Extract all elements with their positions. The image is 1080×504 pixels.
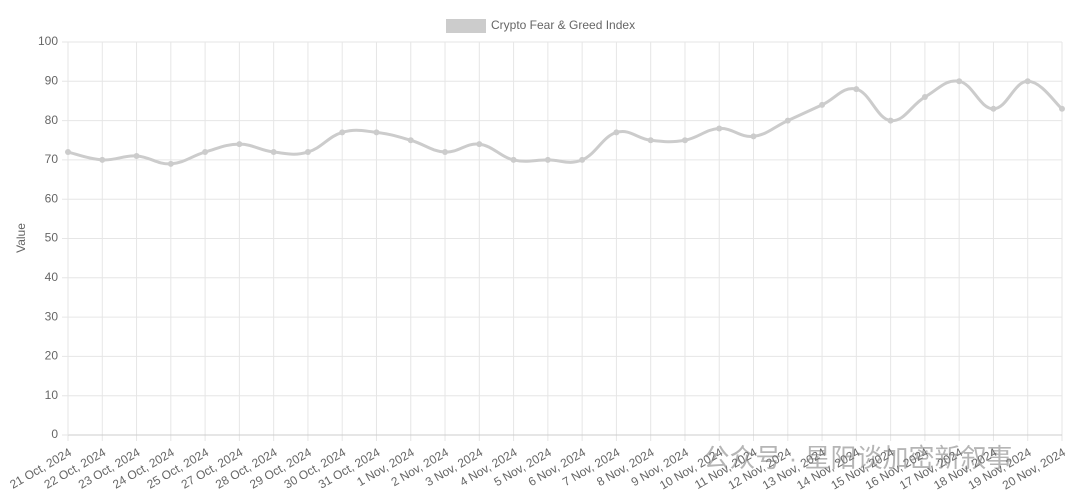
legend-swatch [446,19,486,33]
y-tick-label: 30 [45,309,59,323]
data-point [784,117,791,124]
data-point [990,105,997,112]
y-tick-label: 10 [45,388,59,402]
data-point [613,129,620,136]
data-point [1059,105,1065,112]
y-tick-label: 40 [45,270,59,284]
data-point [167,160,174,167]
y-tick-label: 0 [51,427,58,441]
data-point [133,152,140,159]
y-tick-label: 90 [45,73,59,87]
data-point [681,137,688,144]
y-tick-label: 100 [38,34,58,48]
data-point [921,94,928,101]
data-point [887,117,894,124]
data-point [544,156,551,163]
y-tick-label: 80 [45,113,59,127]
data-point [476,141,483,148]
y-tick-label: 50 [45,231,59,245]
watermark: 公众号 · 星阳谈加密新叙事 [703,443,1012,473]
y-tick-label: 60 [45,191,59,205]
data-point [647,137,654,144]
legend-label: Crypto Fear & Greed Index [491,18,635,32]
data-point [853,86,860,93]
y-tick-label: 70 [45,152,59,166]
data-point [236,141,243,148]
y-axis-title: Value [14,223,28,253]
data-point [579,156,586,163]
data-point [65,149,71,156]
data-point [510,156,517,163]
data-point [304,149,311,156]
y-tick-label: 20 [45,349,59,363]
data-line [67,79,1064,166]
data-point [1024,78,1031,85]
data-point [407,137,414,144]
data-point [202,149,209,156]
data-point [442,149,449,156]
data-point [270,149,277,156]
data-point [956,78,963,85]
data-point [99,156,106,163]
legend-item: Crypto Fear & Greed Index [446,18,635,33]
data-point [339,129,346,136]
data-point [373,129,380,136]
data-point [819,101,826,108]
data-point [750,133,757,140]
data-point [716,125,723,132]
